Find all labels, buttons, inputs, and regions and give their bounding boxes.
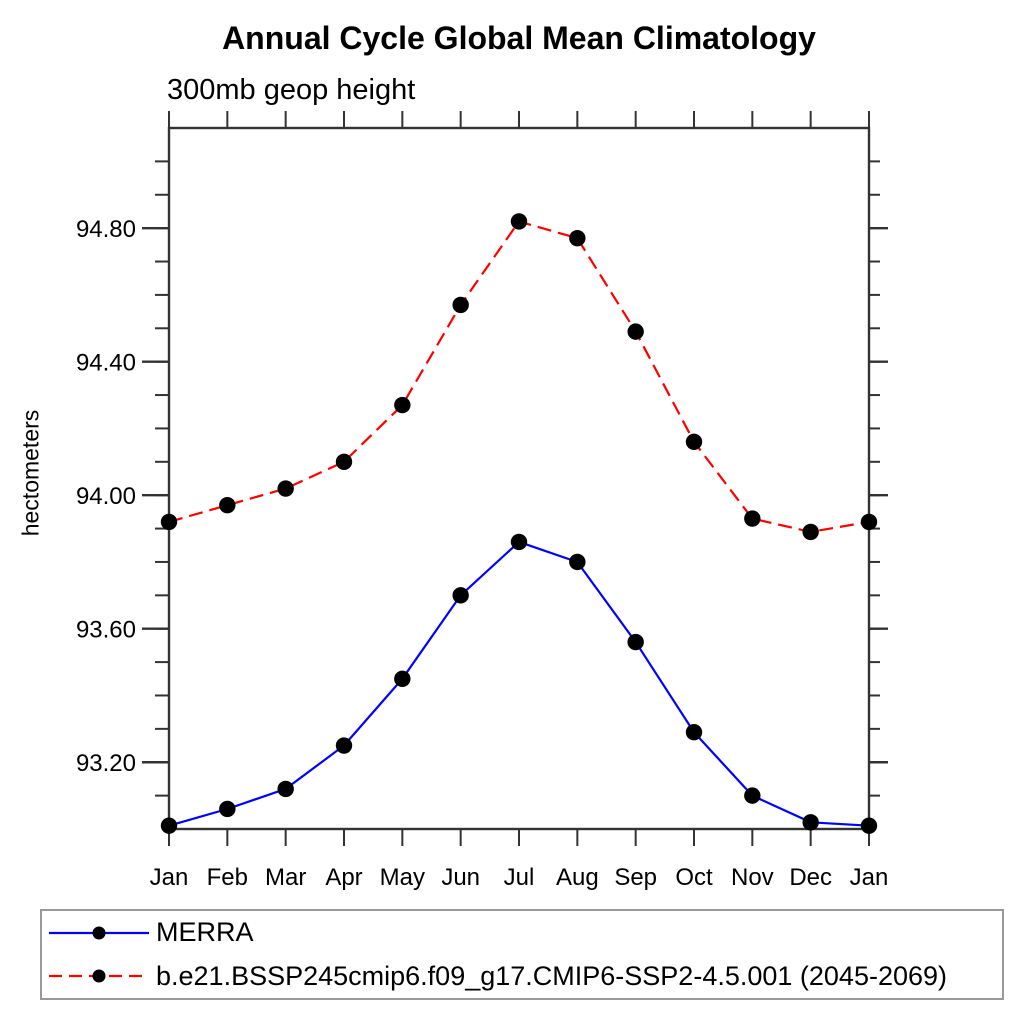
x-tick-label: Jan [150,864,189,891]
data-point-1 [510,213,528,230]
x-tick-label: Dec [789,864,832,891]
data-point-0 [627,633,644,651]
data-point-0 [452,587,469,604]
data-point-0 [335,737,353,754]
x-tick-label: May [380,864,425,891]
x-tick-label: Nov [731,864,774,891]
data-point-0 [685,723,703,741]
data-point-0 [394,670,411,687]
data-point-0 [860,817,878,834]
series-line-0 [168,540,870,827]
data-point-1 [569,229,586,247]
data-point-1 [860,513,878,531]
data-point-0 [510,533,528,551]
data-point-0 [277,780,294,798]
data-point-1 [744,510,761,527]
legend-line-sample-icon [49,926,149,940]
data-point-1 [685,433,703,450]
data-point-0 [160,817,178,834]
x-tick-label: Aug [556,864,599,891]
y-tick-label: 94.80 [76,216,136,243]
plot-frame [167,126,871,831]
data-point-0 [219,800,236,818]
data-point-0 [802,814,819,831]
data-point-1 [627,323,644,340]
legend-item-ssp245: b.e21.BSSP245cmip6.f09_g17.CMIP6-SSP2-4.… [48,955,1002,999]
chart-subtitle: 300mb geop height [167,74,416,106]
x-tick-label: Oct [675,864,713,891]
data-point-1 [219,497,236,514]
series-line-1 [168,220,870,534]
y-tick-label: 93.20 [76,750,136,777]
x-tick-label: Feb [207,864,248,891]
data-point-0 [744,787,761,804]
y-tick-label: 94.00 [76,483,136,510]
y-tick-label: 93.60 [76,617,136,644]
legend-item-merra: MERRA [48,911,1002,955]
legend-box: MERRA b.e21.BSSP245cmip6.f09_g17.CMIP6-S… [40,909,1004,1000]
legend-label-ssp245: b.e21.BSSP245cmip6.f09_g17.CMIP6-SSP2-4.… [156,960,948,991]
data-point-1 [394,396,411,414]
legend-line-sample-icon [49,969,149,983]
data-point-1 [802,523,819,541]
x-tick-label: Mar [265,864,306,891]
data-point-0 [569,553,586,571]
legend-label-merra: MERRA [156,917,254,948]
y-tick-label: 94.40 [76,350,136,377]
data-point-1 [335,453,353,471]
data-point-1 [277,480,294,497]
data-point-1 [160,513,178,531]
x-tick-label: Sep [614,864,657,891]
x-tick-label: Jul [504,864,535,891]
x-tick-label: Jun [441,864,480,891]
data-point-1 [452,296,469,314]
chart-title: Annual Cycle Global Mean Climatology [222,20,816,56]
x-tick-label: Jan [850,864,889,891]
x-tick-label: Apr [325,864,362,891]
